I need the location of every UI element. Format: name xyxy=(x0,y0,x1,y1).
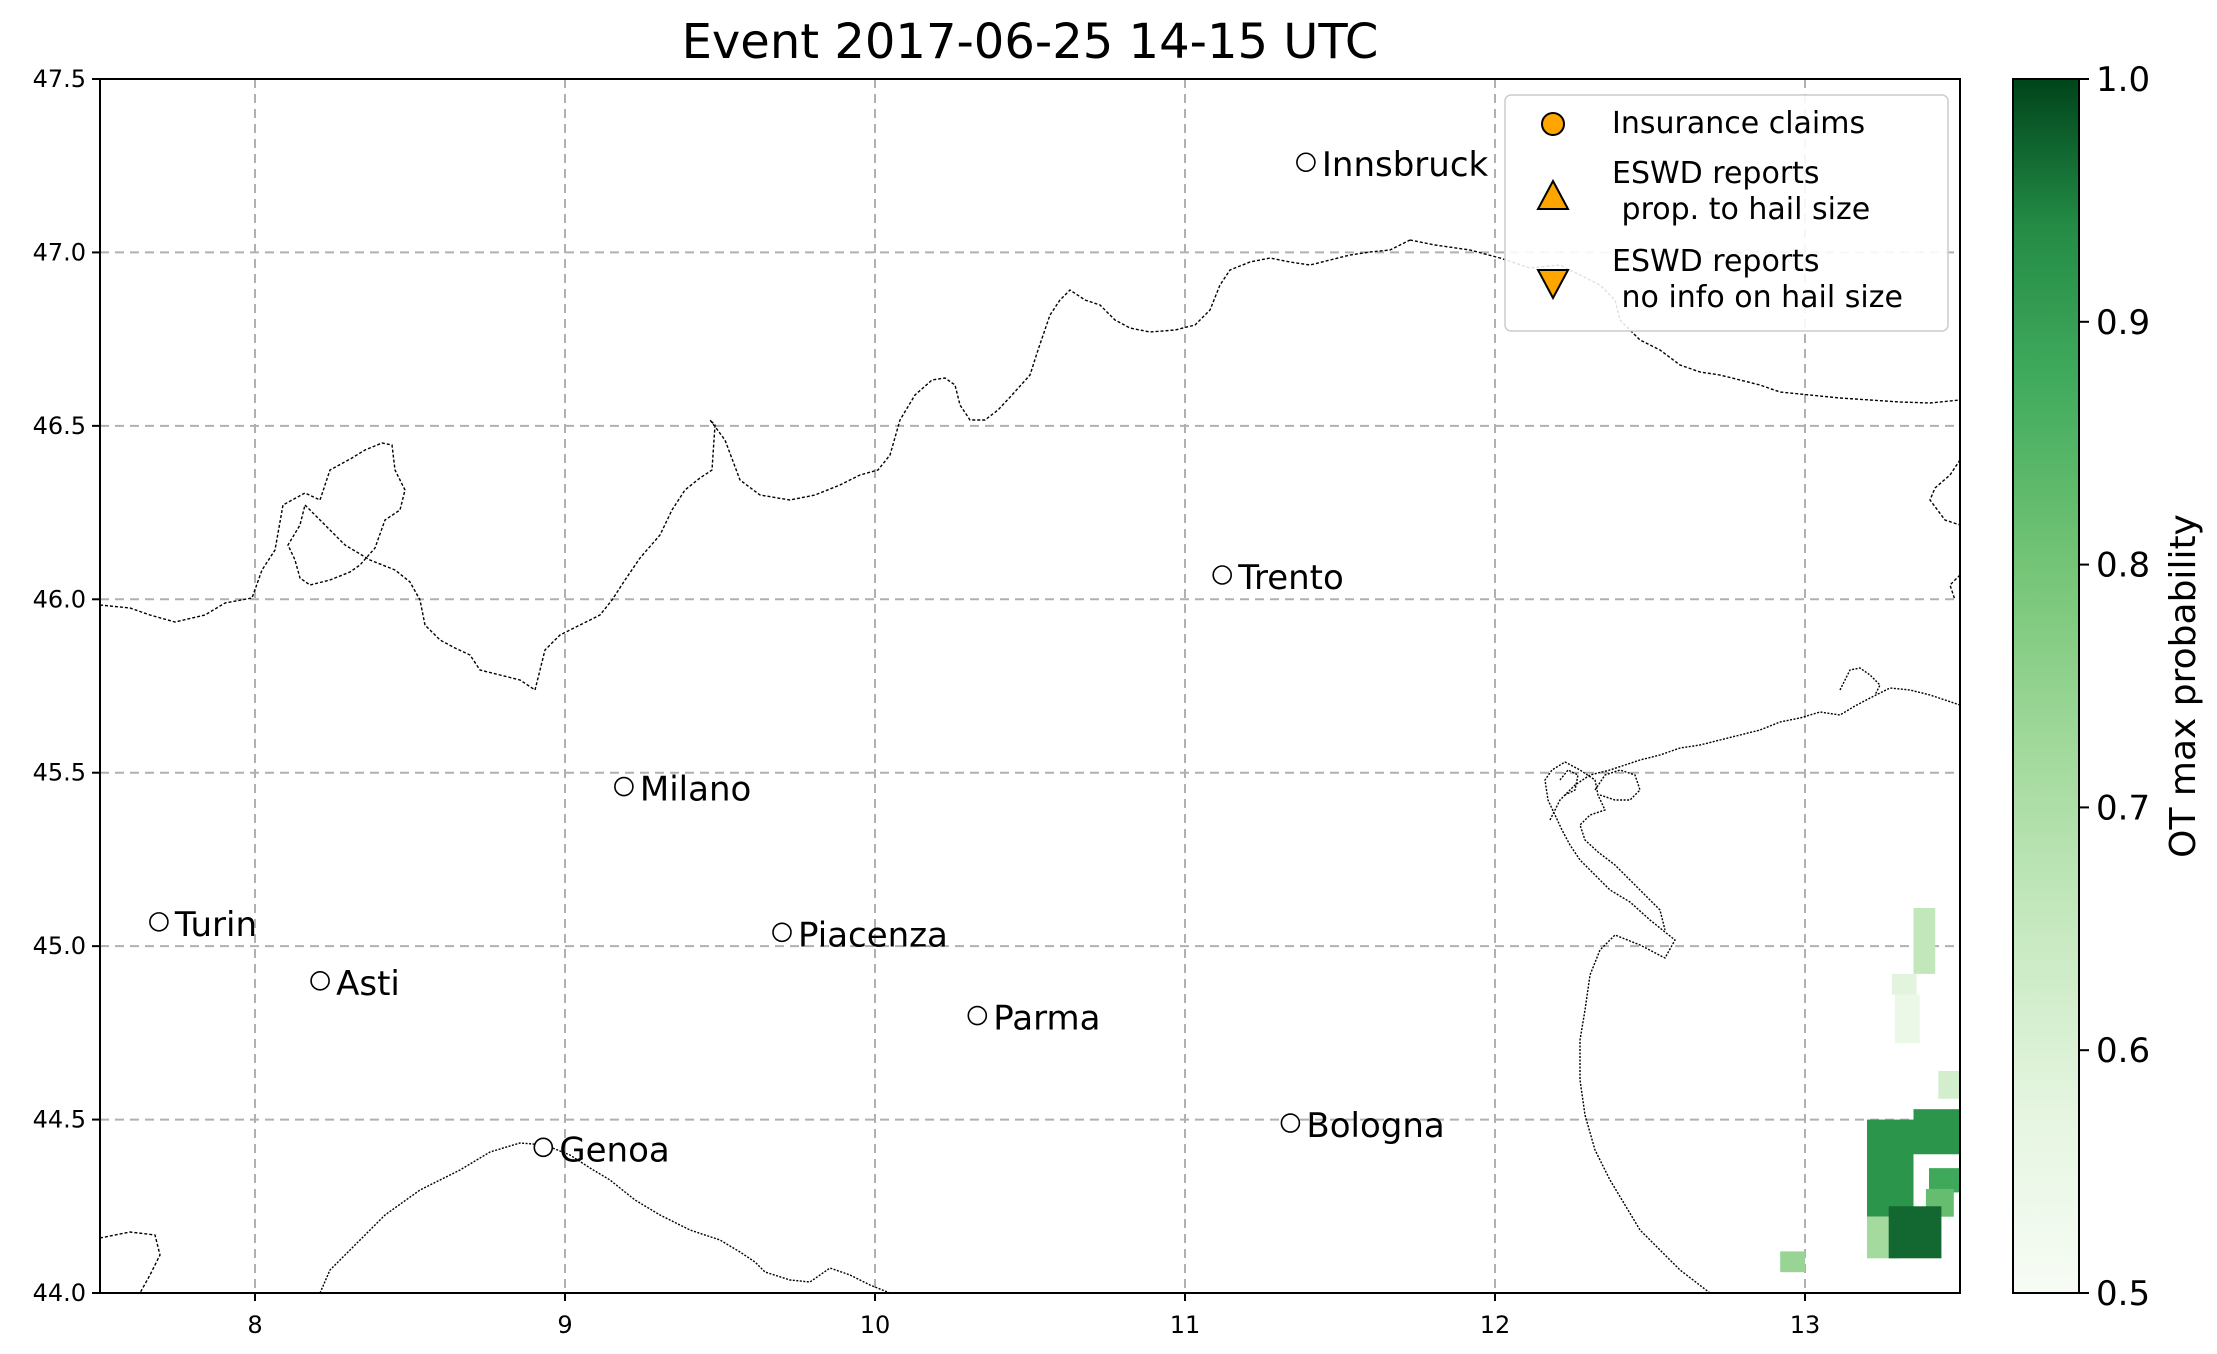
city-label-milano: Milano xyxy=(640,770,751,810)
colorbar-label: OT max probability xyxy=(2163,514,2204,858)
colorbar-tick-label: 0.7 xyxy=(2096,788,2150,828)
y-tick-label: 47.5 xyxy=(33,65,86,93)
border-slovenia-east xyxy=(1949,574,1960,601)
axis-ticks: 8 9 10 11 12 13 44.0 44.5 45.0 45.5 46.0 46.5 47.0 47… xyxy=(33,65,1821,1339)
y-tick-label: 44.0 xyxy=(33,1279,86,1307)
probability-cell-8 xyxy=(1938,1071,1960,1099)
y-tick-label: 45.5 xyxy=(33,759,86,787)
probability-cell-9 xyxy=(1913,907,1936,974)
coastline-adriatic xyxy=(1544,761,1711,1293)
city-label-parma: Parma xyxy=(993,999,1100,1039)
country-borders xyxy=(100,239,1960,1293)
border-slovenia-italy xyxy=(1929,459,1960,526)
city-marker-innsbruck xyxy=(1296,152,1316,173)
colorbar-tick-label: 0.9 xyxy=(2096,303,2150,343)
city-marker-milano xyxy=(614,776,634,797)
y-tick-label: 45.0 xyxy=(33,932,86,960)
probability-cell-2 xyxy=(1913,1109,1960,1155)
x-tick-label: 11 xyxy=(1170,1311,1201,1339)
legend-eswd-no-info-marker xyxy=(1536,269,1570,301)
city-markers: Innsbruck Trento Milano Turin Asti Piacenza Pa… xyxy=(149,145,1489,1170)
city-label-piacenza: Piacenza xyxy=(798,915,948,955)
probability-cell-10 xyxy=(1891,973,1917,995)
city-marker-parma xyxy=(967,1005,988,1026)
map-title: Event 2017-06-25 14-15 UTC xyxy=(682,14,1379,70)
city-label-asti: Asti xyxy=(336,964,400,1004)
colorbar-tick-label: 0.8 xyxy=(2096,546,2150,586)
colorbar-tick-label: 1.0 xyxy=(2096,60,2150,100)
legend-eswd-no-info-line1: ESWD reports xyxy=(1612,244,1820,279)
city-marker-turin xyxy=(149,912,169,932)
legend-eswd-no-info-line2: no info on hail size xyxy=(1612,280,1903,315)
y-tick-label: 47.0 xyxy=(33,238,86,266)
city-label-trento: Trento xyxy=(1237,558,1344,598)
city-label-genoa: Genoa xyxy=(559,1130,669,1170)
x-tick-label: 9 xyxy=(557,1311,572,1339)
probability-cell-11 xyxy=(1894,994,1920,1044)
coastlines xyxy=(319,667,1960,1293)
colorbar-tick-label: 0.6 xyxy=(2096,1031,2150,1071)
colorbar-gradient xyxy=(2012,78,2080,1294)
legend-eswd-hail-size-marker xyxy=(1536,178,1570,210)
city-marker-piacenza xyxy=(772,922,792,943)
y-tick-label: 46.5 xyxy=(33,412,86,440)
x-tick-label: 13 xyxy=(1790,1311,1821,1339)
city-marker-asti xyxy=(310,971,330,991)
legend-eswd-hail-size-label: ESWD reports prop. to hail size xyxy=(1612,156,1870,227)
city-label-turin: Turin xyxy=(174,905,257,945)
x-tick-label: 10 xyxy=(860,1311,891,1339)
border-swiss-italy xyxy=(304,239,1411,692)
border-swiss-north-fragment xyxy=(100,1231,161,1293)
x-tick-label: 8 xyxy=(247,1311,262,1339)
city-label-innsbruck: Innsbruck xyxy=(1322,145,1489,185)
colorbar-ticks: 0.5 0.6 0.7 0.8 0.9 1.0 xyxy=(2079,60,2150,1314)
legend: Insurance claims ESWD reports prop. to h… xyxy=(1504,94,1949,332)
border-france-italy xyxy=(100,442,406,623)
city-marker-bologna xyxy=(1280,1113,1301,1133)
coastline-lagoon-detail xyxy=(1559,667,1881,801)
colorbar-tick-label: 0.5 xyxy=(2096,1274,2150,1314)
city-marker-trento xyxy=(1212,565,1232,585)
probability-cell-3 xyxy=(1929,1168,1960,1193)
legend-eswd-hail-size-line1: ESWD reports xyxy=(1612,156,1820,191)
probability-cell-6 xyxy=(1888,1206,1942,1259)
legend-insurance-claims-label: Insurance claims xyxy=(1612,106,1865,141)
city-marker-genoa xyxy=(533,1137,554,1158)
colorbar: 0.5 0.6 0.7 0.8 0.9 1.0 OT max probability xyxy=(2012,60,2204,1314)
probability-cell-1 xyxy=(1867,1119,1914,1217)
legend-eswd-hail-size-line2: prop. to hail size xyxy=(1612,192,1870,227)
legend-box xyxy=(1504,94,1949,332)
probability-cells xyxy=(1780,907,1960,1273)
legend-eswd-no-info-label: ESWD reports no info on hail size xyxy=(1612,244,1903,315)
y-tick-label: 46.0 xyxy=(33,585,86,613)
legend-insurance-claims-marker xyxy=(1541,112,1565,136)
map-frame xyxy=(99,78,1961,1294)
city-label-bologna: Bologna xyxy=(1306,1106,1444,1146)
border-austria-italy xyxy=(1409,239,1960,404)
coastline-venice-lagoon xyxy=(1549,687,1960,821)
y-tick-label: 44.5 xyxy=(33,1106,86,1134)
probability-cell-7 xyxy=(1780,1251,1805,1273)
x-tick-label: 12 xyxy=(1480,1311,1511,1339)
